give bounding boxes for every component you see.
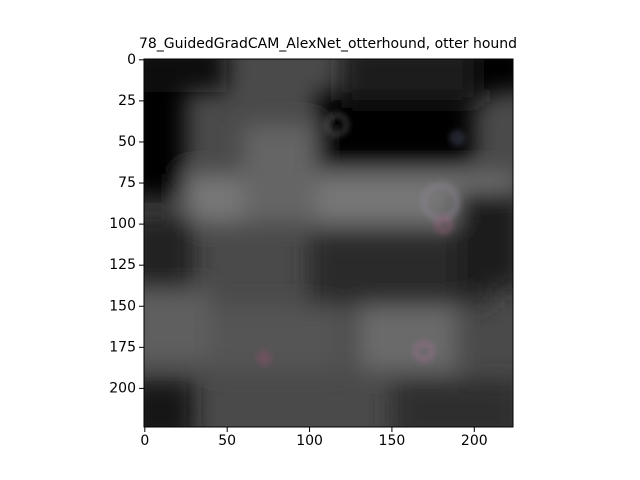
y-tick-label: 75: [118, 175, 136, 191]
y-tick-label: 200: [109, 380, 136, 396]
y-tick-label: 175: [109, 339, 136, 355]
y-tick-label: 0: [127, 52, 136, 68]
y-tick-label: 100: [109, 216, 136, 232]
image: [144, 59, 513, 427]
y-tick-label: 25: [118, 93, 136, 109]
x-tick-label: 50: [218, 433, 236, 449]
x-tick-label: 150: [379, 433, 406, 449]
x-tick-label: 100: [296, 433, 323, 449]
y-tick-label: 125: [109, 257, 136, 273]
chart-title: 78_GuidedGradCAM_AlexNet_otterhound, ott…: [139, 36, 517, 52]
y-tick-label: 150: [109, 298, 136, 314]
axes-frame: [143, 58, 514, 428]
x-tick-label: 200: [461, 433, 488, 449]
x-tick-label: 0: [140, 433, 149, 449]
y-tick-label: 50: [118, 134, 136, 150]
